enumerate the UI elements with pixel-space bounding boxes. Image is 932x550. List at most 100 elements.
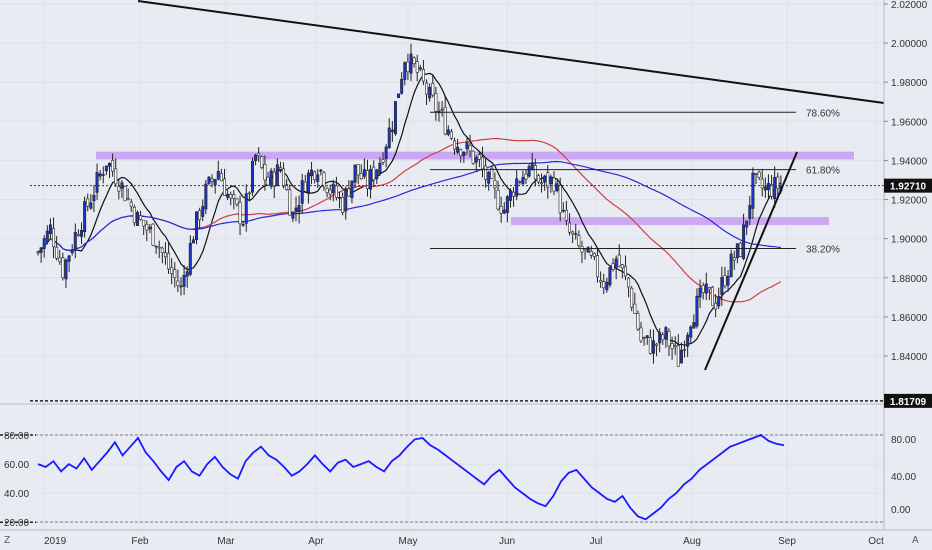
candle-down xyxy=(413,58,415,64)
x-tick-label: Aug xyxy=(683,536,701,547)
candle-up xyxy=(686,335,688,346)
candle-down xyxy=(422,69,424,81)
candle-down xyxy=(559,185,561,213)
candle-up xyxy=(652,341,654,354)
candle-down xyxy=(130,202,132,206)
fib-label: 78.60% xyxy=(806,108,840,119)
low-price-badge: 1.81709 xyxy=(884,394,932,408)
candle-down xyxy=(59,258,61,262)
candle-up xyxy=(764,187,766,190)
y-tick-label: 2.02000 xyxy=(891,0,928,11)
candle-down xyxy=(441,109,443,110)
candle-down xyxy=(382,159,384,162)
x-tick-label: Oct xyxy=(868,536,884,547)
candle-up xyxy=(506,197,508,213)
fib-label: 61.80% xyxy=(806,166,840,177)
candle-up xyxy=(503,210,505,213)
candle-up xyxy=(773,177,775,198)
rsi-left-tick-label: 40.00 xyxy=(4,489,29,500)
candle-down xyxy=(146,224,148,230)
candle-down xyxy=(177,281,179,286)
candle-down xyxy=(624,266,626,276)
candle-down xyxy=(37,252,39,253)
candle-up xyxy=(705,284,707,293)
candle-down xyxy=(777,177,779,188)
candle-down xyxy=(630,288,632,307)
y-tick-label: 1.98000 xyxy=(891,78,928,89)
candle-up xyxy=(217,171,219,179)
candle-down xyxy=(329,190,331,194)
candle-up xyxy=(345,189,347,212)
candle-up xyxy=(397,94,399,98)
candle-down xyxy=(233,194,235,198)
candle-down xyxy=(649,337,651,353)
candle-down xyxy=(612,264,614,270)
candle-up xyxy=(254,155,256,161)
candle-up xyxy=(363,170,365,177)
candle-up xyxy=(736,244,738,258)
candle-down xyxy=(416,62,418,73)
candle-up xyxy=(466,143,468,149)
auto-scale-button[interactable]: A xyxy=(912,535,919,546)
candle-up xyxy=(354,165,356,182)
candle-up xyxy=(310,170,312,176)
candle-down xyxy=(708,288,710,290)
candle-down xyxy=(481,157,483,169)
zoom-button[interactable]: Z xyxy=(4,535,10,546)
candle-down xyxy=(643,338,645,339)
candle-down xyxy=(494,180,496,188)
candle-up xyxy=(226,194,228,197)
candle-up xyxy=(102,174,104,175)
candle-down xyxy=(133,207,135,222)
candle-down xyxy=(52,228,54,246)
candle-down xyxy=(512,192,514,196)
candle-down xyxy=(596,256,598,277)
candle-down xyxy=(593,253,595,256)
candle-up xyxy=(149,227,151,229)
y-tick-label: 1.96000 xyxy=(891,117,928,128)
candle-down xyxy=(460,150,462,156)
candle-up xyxy=(180,286,182,287)
candle-down xyxy=(115,169,117,184)
candle-down xyxy=(313,172,315,180)
candle-down xyxy=(702,285,704,292)
candle-down xyxy=(248,193,250,194)
candle-down xyxy=(519,182,521,183)
candle-down xyxy=(674,346,676,347)
candle-up xyxy=(65,260,67,279)
candle-down xyxy=(289,190,291,215)
candle-down xyxy=(139,216,141,220)
candle-down xyxy=(124,186,126,200)
candle-up xyxy=(609,267,611,285)
candle-up xyxy=(93,195,95,201)
candle-up xyxy=(338,197,340,198)
candle-up xyxy=(208,177,210,183)
candle-up xyxy=(475,158,477,162)
candle-up xyxy=(562,210,564,211)
x-tick-label: Apr xyxy=(308,536,324,547)
candle-down xyxy=(671,343,673,348)
candle-up xyxy=(74,232,76,250)
candle-up xyxy=(195,212,197,240)
candle-up xyxy=(68,256,70,261)
candle-up xyxy=(690,327,692,337)
candle-up xyxy=(214,180,216,185)
candle-up xyxy=(251,161,253,192)
candle-down xyxy=(599,280,601,282)
candle-down xyxy=(174,270,176,278)
candle-up xyxy=(522,177,524,184)
candle-up xyxy=(307,173,309,192)
candle-down xyxy=(668,331,670,346)
rsi-right-tick-label: 0.00 xyxy=(891,505,911,516)
candle-down xyxy=(167,253,169,269)
candle-down xyxy=(357,165,359,175)
candle-up xyxy=(693,323,695,329)
candle-up xyxy=(410,54,412,73)
last-price-badge: 1.92710 xyxy=(884,179,932,193)
y-tick-label: 1.86000 xyxy=(891,313,928,324)
rsi-left-tick-label: 60.00 xyxy=(4,460,29,471)
y-tick-label: 1.92000 xyxy=(891,196,928,207)
candle-down xyxy=(634,304,636,314)
x-tick-label: 2019 xyxy=(44,536,67,547)
